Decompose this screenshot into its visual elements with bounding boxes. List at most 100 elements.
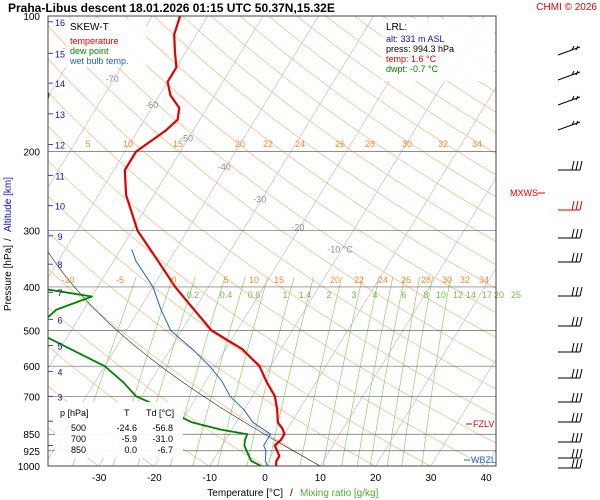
y-axis-title-separator: / bbox=[3, 238, 14, 241]
wind-barb-flag bbox=[571, 368, 575, 379]
dry-adiabat-line bbox=[67, 16, 496, 338]
adiabat-label: 22 bbox=[354, 275, 364, 285]
mixing-ratio-label: 6 bbox=[401, 290, 406, 300]
adiabat-label: 20 bbox=[330, 275, 340, 285]
altitude-tick-label: 10 bbox=[55, 202, 65, 212]
altitude-tick-label: 5 bbox=[57, 342, 62, 352]
isotherm-label: -10 °C bbox=[327, 244, 353, 254]
wind-barb-flag bbox=[575, 160, 579, 171]
wind-barb-flag bbox=[579, 458, 583, 469]
legend-wet-bulb: wet bulb temp. bbox=[69, 56, 129, 66]
wind-barb-flag bbox=[571, 342, 575, 353]
series-dew-point-line bbox=[48, 90, 262, 466]
adiabat-label: 24 bbox=[378, 275, 388, 285]
table-header-p: p [hPa] bbox=[60, 408, 89, 418]
wind-barb-flag bbox=[579, 228, 583, 239]
wind-barb-flag bbox=[575, 342, 579, 353]
pressure-tick-label: 500 bbox=[23, 327, 40, 338]
adiabat-label: 32 bbox=[438, 139, 448, 149]
mixing-ratio-line bbox=[217, 276, 269, 466]
mixing-ratio-label: 20 bbox=[494, 290, 504, 300]
wind-barb-flag bbox=[571, 316, 575, 327]
wind-barb-flag bbox=[575, 120, 579, 126]
wind-barb-flag bbox=[575, 368, 579, 379]
plot-frame bbox=[47, 15, 497, 467]
x-axis-title-mixing: Mixing ratio [g/kg] bbox=[300, 488, 379, 499]
wind-barb-flag bbox=[575, 458, 579, 469]
mixing-ratio-label: 4 bbox=[372, 290, 377, 300]
dry-adiabat-line bbox=[239, 16, 496, 198]
isotherm-line bbox=[264, 86, 496, 466]
wind-barb-flag bbox=[579, 286, 583, 297]
wind-barb-flag bbox=[571, 392, 575, 403]
isotherm-line bbox=[154, 16, 430, 466]
wind-barb-flag bbox=[571, 448, 575, 459]
table-header-td: Td [°C] bbox=[146, 408, 174, 418]
wind-barb-flag bbox=[575, 228, 579, 239]
x-axis-title: Temperature [°C] / Mixing ratio [g/kg] bbox=[207, 488, 378, 499]
table-cell: -5.9 bbox=[121, 434, 137, 444]
adiabat-label: 15 bbox=[173, 139, 183, 149]
mixing-ratio-line bbox=[299, 276, 343, 466]
isotherm-label: -60 bbox=[145, 100, 158, 110]
isotherm-label: -50 bbox=[180, 133, 193, 143]
pressure-tick-label: 850 bbox=[23, 430, 40, 441]
adiabat-label: 34 bbox=[479, 275, 489, 285]
isotherm-label: -30 bbox=[253, 195, 266, 205]
wind-barb-flag bbox=[575, 45, 579, 51]
wind-barb-flag bbox=[575, 286, 579, 297]
wind-barb-flag bbox=[571, 95, 575, 101]
dry-adiabat-line bbox=[125, 16, 496, 289]
altitude-tick-label: 12 bbox=[55, 141, 65, 151]
mixing-ratio-line bbox=[356, 276, 394, 466]
altitude-tick-label: 13 bbox=[55, 110, 65, 120]
wind-barb-flag bbox=[579, 412, 583, 423]
pressure-tick-label: 100 bbox=[23, 12, 40, 23]
mixing-ratio-line bbox=[192, 276, 246, 466]
adiabat-label: 26 bbox=[335, 139, 345, 149]
isotherm-line bbox=[430, 358, 496, 466]
wind-barb-flag bbox=[571, 412, 575, 423]
series-temperature-line bbox=[123, 16, 286, 466]
altitude-tick-label: 9 bbox=[57, 232, 62, 242]
isotherm-label: -70 bbox=[106, 74, 119, 84]
mixing-ratio-label: 12 bbox=[453, 290, 463, 300]
adiabat-label: 10 bbox=[249, 275, 259, 285]
pressure-tick-label: 200 bbox=[23, 148, 40, 159]
wind-barb-flag bbox=[571, 228, 575, 239]
parcel-line bbox=[48, 251, 321, 466]
adiabat-label: 5 bbox=[223, 275, 228, 285]
adiabat-label: 28 bbox=[365, 139, 375, 149]
wind-barb-flag bbox=[579, 448, 583, 459]
wind-barb-flag bbox=[571, 432, 575, 443]
adiabat-label: 34 bbox=[472, 139, 482, 149]
lrl-title: LRL: bbox=[386, 22, 407, 33]
lrl-altitude: alt: 331 m ASL bbox=[386, 34, 445, 44]
lrl-temperature: temp: 1.6 °C bbox=[386, 54, 437, 64]
temperature-tick-label: 20 bbox=[370, 473, 382, 484]
wind-barb-flag bbox=[575, 252, 579, 263]
chart-title: Praha-Libus descent 18.01.2026 01:15 UTC… bbox=[8, 1, 335, 15]
wind-barb-flag bbox=[575, 432, 579, 443]
pressure-tick-label: 925 bbox=[23, 447, 40, 458]
mixing-ratio-line bbox=[268, 276, 314, 466]
mixing-ratio-label: 0.6 bbox=[248, 290, 261, 300]
adiabat-label: 24 bbox=[295, 139, 305, 149]
values-table-background bbox=[55, 402, 183, 458]
mixing-ratio-line bbox=[421, 276, 451, 466]
values-table: p [hPa] T Td [°C] 500 -24.6 -56.8 700 -5… bbox=[55, 402, 183, 458]
adiabat-label: 20 bbox=[235, 139, 245, 149]
isotherm-line bbox=[48, 16, 209, 279]
marker-labels: MXWS FZLV WBZL bbox=[464, 188, 545, 465]
wind-barb-flag bbox=[579, 432, 583, 443]
temperature-tick-label: -10 bbox=[202, 473, 217, 484]
pressure-tick-label: 600 bbox=[23, 362, 40, 373]
wind-barb-flag bbox=[571, 45, 575, 51]
adiabat-label: 28 bbox=[421, 275, 431, 285]
dry-adiabat-line bbox=[182, 16, 496, 242]
altitude-tick-label: 4 bbox=[57, 367, 62, 377]
wind-barb-flag bbox=[571, 70, 575, 76]
adiabat-label: 5 bbox=[85, 139, 90, 149]
wind-barb-flag bbox=[571, 252, 575, 263]
